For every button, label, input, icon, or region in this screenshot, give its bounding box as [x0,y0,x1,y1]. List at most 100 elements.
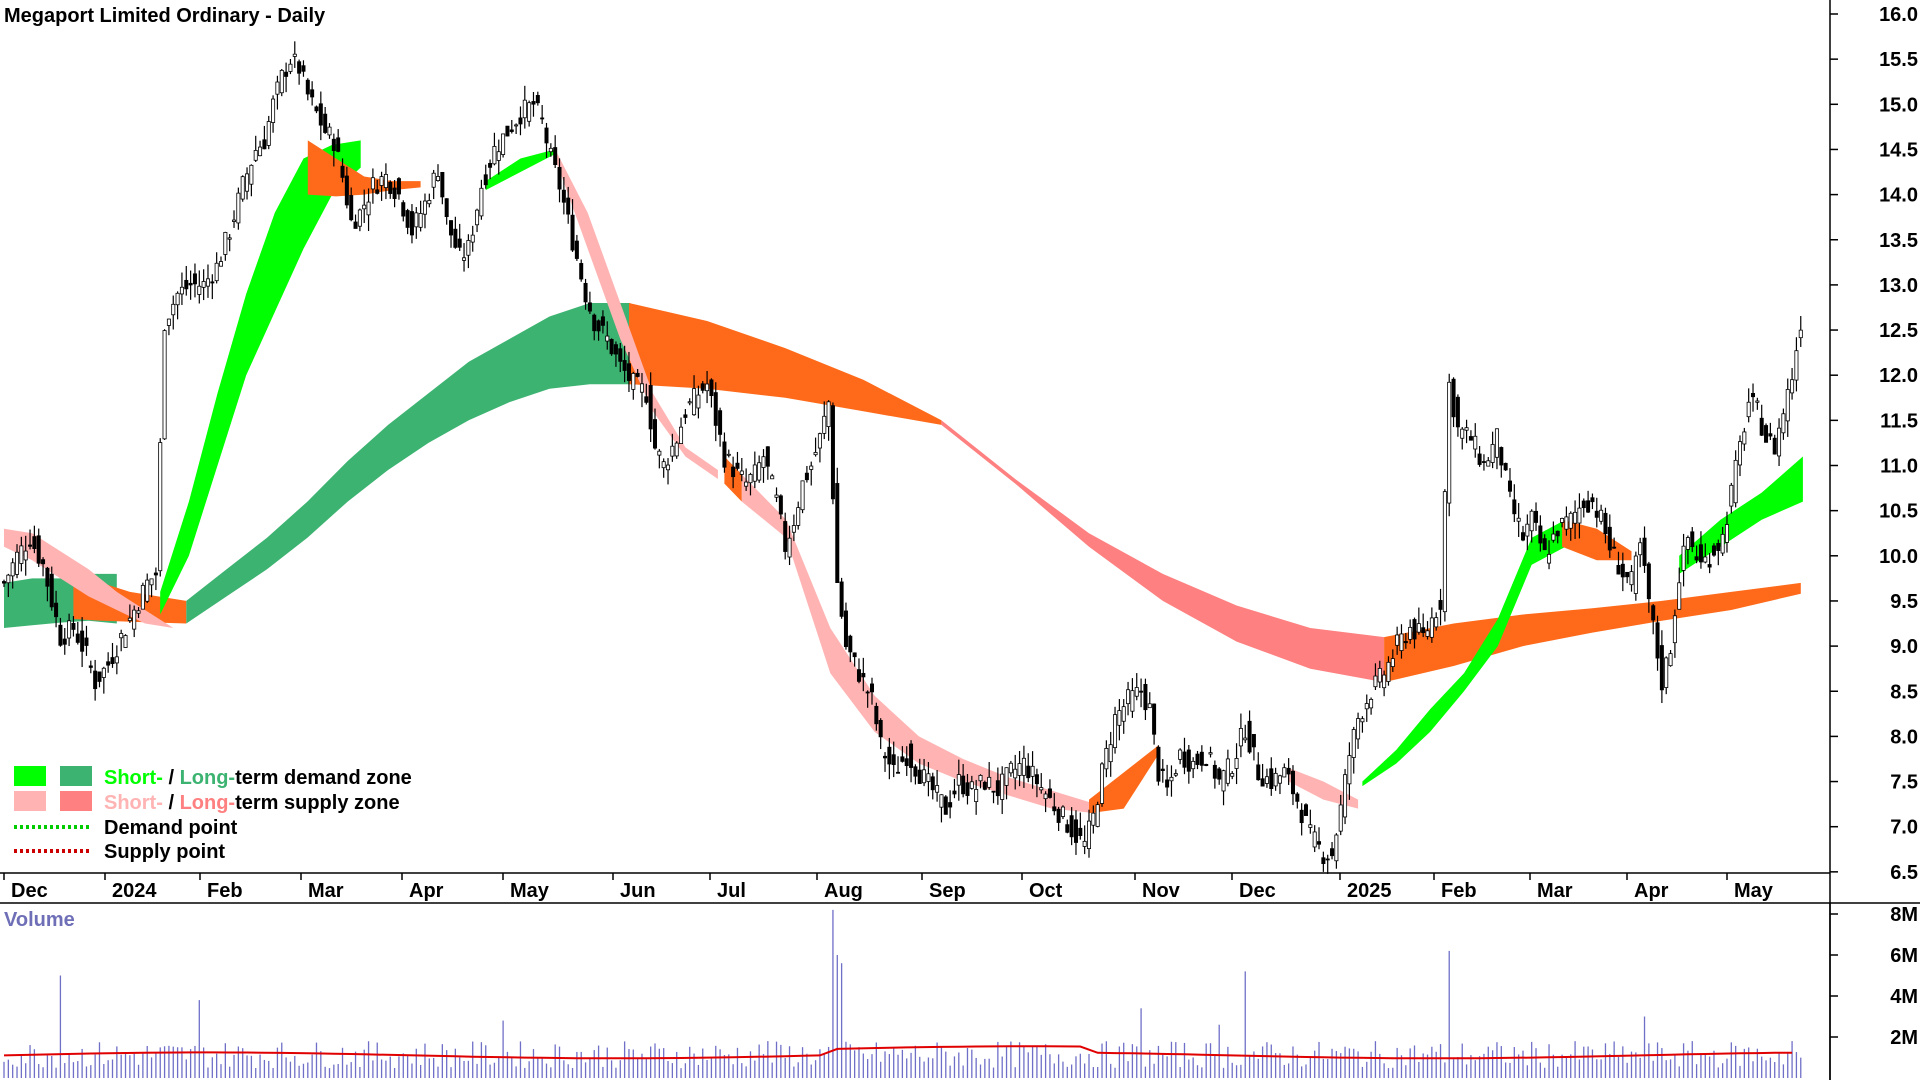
candle-body [2,581,7,584]
candle-body [1703,556,1708,563]
candle-body [1516,517,1521,522]
candle-body [366,201,371,216]
candle-body [1486,460,1491,467]
candle-body [15,551,20,575]
price-tick-label: 9.5 [1890,591,1918,613]
candle-body [1178,749,1183,760]
short-term-zone [741,474,1096,814]
candle-body [709,379,714,397]
candle-body [145,579,150,602]
candle-body [192,273,197,285]
candle-body [1156,746,1161,782]
price-tick-label: 15.5 [1879,49,1918,71]
candle-body [644,396,649,403]
candle-body [305,79,310,95]
time-tick-label: May [1734,880,1774,902]
legend-supply-zone-label: Short- / Long-term supply zone [104,792,400,814]
candle-body [878,720,883,738]
candle-body [1690,531,1695,548]
candle-body [587,302,592,312]
candle-body [887,746,892,765]
candle-body [1212,764,1217,779]
candle-body [114,656,119,664]
candle-body [1573,511,1578,524]
candle-body [162,330,167,440]
candle-body [605,335,610,342]
candle-body [357,209,362,227]
candle-body [223,231,228,255]
candle-body [1668,653,1673,667]
candle-body [1785,389,1790,422]
candle-body [1065,824,1070,833]
candle-body [93,670,98,690]
candle-body [1039,787,1044,791]
candle-body [396,178,401,195]
candle-body [1382,674,1387,689]
long-term-zone [1384,582,1801,683]
candle-body [84,637,89,646]
candle-body [1707,564,1712,568]
volume-tick-label: 8M [1890,904,1918,926]
volume-panel [3,909,1802,1078]
candle-body [744,481,749,487]
legend-demand-point-label: Demand point [104,817,238,839]
candle-body [1564,516,1569,530]
candle-body [1542,538,1547,551]
candle-body [535,95,540,104]
candle-body [1104,748,1109,770]
candle-body [557,167,562,190]
candle-body [297,61,302,74]
candle-body [739,470,744,475]
price-axis: 16.0 15.5 15.0 14.5 14.0 13.5 13.0 12.5 12.0 11.5… [1830,4,1918,884]
candle-body [631,373,636,390]
candle-body [961,775,966,795]
price-tick-label: 8.5 [1890,681,1918,703]
candle-body [1321,857,1326,864]
price-tick-label: 12.5 [1879,320,1918,342]
candle-body [1117,710,1122,726]
candle-body [284,71,289,77]
candle-body [1100,763,1105,804]
candle-body [1746,401,1751,418]
candle-body [913,766,918,777]
candle-body [414,212,419,228]
candle-body [1308,824,1313,828]
candle-body [1742,431,1747,445]
long-term-zone [629,303,942,425]
candle-body [1113,714,1118,749]
candle-body [1477,453,1482,465]
candle-body [1373,675,1378,688]
time-axis: Dec 2024 Feb Mar Apr May Jun Jul Aug Sep Oct Nov Dec… [3,873,1774,902]
candle-body [752,464,757,482]
time-tick-label: Mar [1537,880,1573,902]
candle-body [848,635,853,653]
candle-body [1325,858,1330,861]
candle-body [232,219,237,222]
candle-body [1351,729,1356,758]
candle-body [865,691,870,694]
candle-body [1186,749,1191,772]
candle-body [110,657,115,664]
candle-body [1312,831,1317,848]
candle-body [531,101,536,105]
candle-body [488,163,493,168]
candle-body [674,442,679,457]
candle-body [1698,544,1703,563]
candle-body [67,620,72,639]
candle-body [574,240,579,259]
candle-body [1017,763,1022,776]
candle-body [1247,720,1252,753]
candle-body [310,89,315,98]
candle-body [1442,491,1447,613]
time-tick-label: Sep [929,880,966,902]
candle-body [1269,768,1274,789]
candle-body [101,667,106,678]
candle-body [609,339,614,355]
candle-body [171,303,176,316]
short-term-zone [485,149,556,191]
candles-layer [2,41,1803,874]
candle-body [540,117,545,120]
time-tick-label: 2024 [112,880,157,902]
candle-body [1069,815,1074,838]
candle-body [1182,751,1187,768]
